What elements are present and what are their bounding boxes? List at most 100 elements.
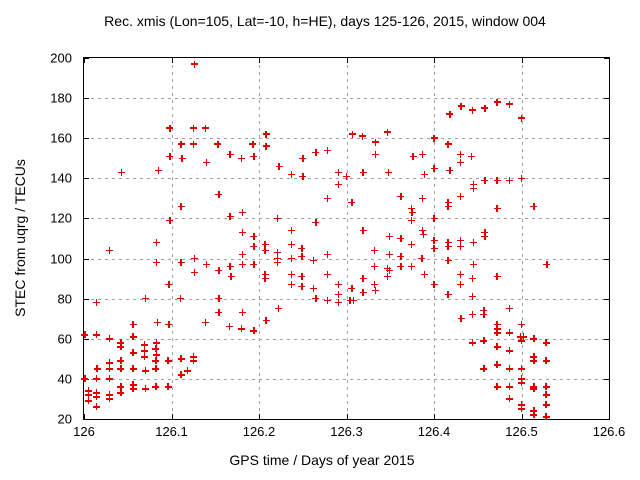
x-tick-mark-mirror — [434, 58, 435, 63]
data-point — [446, 166, 454, 174]
data-point — [518, 174, 525, 182]
data-point — [543, 261, 551, 269]
data-point — [493, 361, 501, 369]
data-point — [262, 317, 270, 325]
data-point — [469, 239, 477, 246]
data-point — [189, 140, 197, 148]
data-point — [505, 365, 513, 373]
data-point — [153, 351, 161, 359]
data-point — [408, 208, 416, 216]
data-point — [105, 335, 113, 343]
x-tick-mark-mirror — [609, 58, 610, 63]
data-point — [493, 343, 501, 351]
data-point — [420, 230, 427, 238]
data-point — [238, 309, 246, 317]
data-point — [153, 339, 161, 347]
data-point — [348, 285, 356, 293]
data-point — [348, 198, 356, 206]
x-tick-label: 126.4 — [417, 424, 451, 439]
data-point — [384, 265, 392, 273]
data-point — [93, 365, 101, 373]
data-point — [430, 134, 438, 142]
data-point — [469, 184, 477, 192]
y-tick-label: 180 — [50, 90, 72, 106]
data-point — [84, 397, 92, 405]
data-point — [140, 347, 148, 355]
data-point — [105, 359, 113, 367]
data-point — [323, 251, 331, 259]
data-point — [299, 172, 307, 180]
data-point — [141, 295, 149, 303]
data-point — [469, 339, 476, 347]
x-tick-mark-mirror — [84, 58, 85, 63]
data-point — [273, 249, 281, 257]
x-tick-label: 126.2 — [242, 424, 276, 439]
data-point — [456, 150, 464, 158]
data-point — [117, 357, 125, 365]
data-point — [152, 357, 160, 365]
data-point — [250, 152, 258, 160]
y-tick-mark-mirror — [604, 58, 609, 59]
data-point — [249, 140, 257, 148]
data-point — [238, 251, 246, 259]
data-point — [164, 357, 172, 365]
data-point — [202, 124, 210, 132]
data-point — [309, 257, 317, 265]
data-point — [518, 114, 525, 122]
data-point — [469, 180, 477, 188]
data-point — [298, 253, 306, 261]
data-point — [493, 98, 501, 106]
data-point — [505, 176, 513, 184]
data-point — [129, 349, 137, 357]
y-tick-label: 160 — [50, 130, 72, 146]
data-point — [92, 375, 100, 383]
data-point — [140, 353, 148, 361]
data-point — [176, 295, 184, 303]
data-point — [261, 275, 269, 283]
data-point — [505, 383, 513, 391]
x-tick-mark — [521, 414, 523, 419]
data-point — [469, 275, 476, 283]
data-point — [407, 204, 415, 212]
data-point — [542, 357, 550, 365]
gridline-vertical — [259, 58, 260, 419]
y-tick-mark-mirror — [604, 98, 609, 100]
data-point — [164, 383, 172, 391]
data-point — [493, 176, 501, 184]
data-point — [371, 247, 378, 255]
data-point — [275, 162, 283, 170]
data-point — [262, 142, 270, 150]
data-point — [430, 164, 438, 172]
gridline-vertical — [521, 58, 523, 419]
y-tick-label: 20 — [57, 411, 72, 427]
data-point — [81, 331, 89, 339]
data-point — [129, 365, 137, 373]
data-point — [530, 385, 538, 393]
data-point — [177, 202, 185, 210]
data-point — [530, 357, 538, 365]
data-point — [430, 237, 438, 244]
data-point — [118, 168, 126, 176]
data-point — [542, 339, 550, 347]
data-point — [359, 168, 367, 176]
data-point — [273, 214, 281, 222]
data-point — [444, 202, 452, 210]
data-point — [215, 267, 223, 275]
data-point — [335, 281, 343, 289]
data-point — [312, 218, 320, 226]
data-point — [152, 345, 160, 353]
data-point — [418, 255, 426, 263]
data-point — [444, 239, 452, 246]
data-point — [469, 311, 476, 319]
data-point — [323, 271, 331, 279]
data-point — [92, 299, 100, 307]
data-point — [530, 202, 538, 210]
data-point — [117, 343, 125, 351]
data-point — [154, 166, 162, 174]
chart-title: Rec. xmis (Lon=105, Lat=-10, h=HE), days… — [104, 13, 546, 29]
data-point — [446, 110, 454, 118]
data-point — [238, 325, 245, 333]
data-point — [456, 271, 464, 279]
data-point — [238, 154, 245, 162]
data-point — [238, 228, 246, 236]
